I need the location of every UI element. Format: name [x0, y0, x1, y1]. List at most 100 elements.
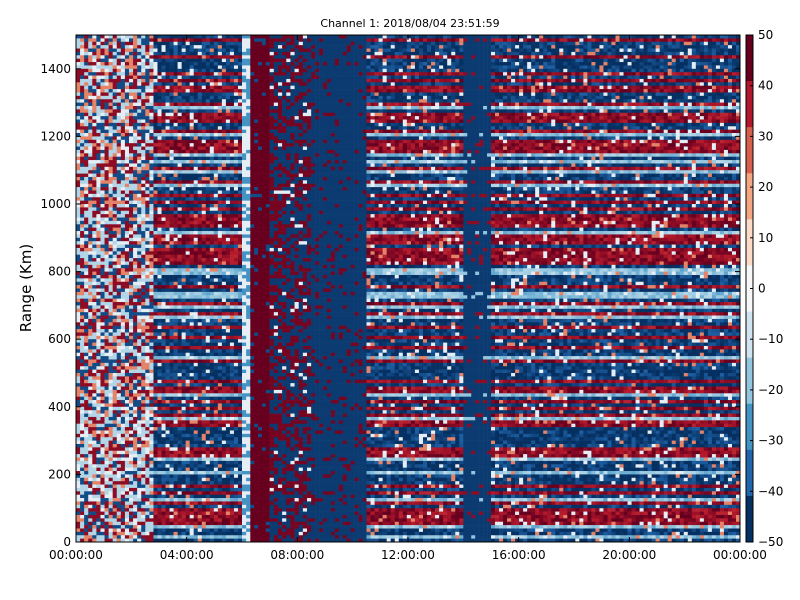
heatmap-cell: [137, 414, 141, 418]
heatmap-cell: [174, 140, 178, 144]
heatmap-cell: [121, 167, 125, 171]
heatmap-cell: [96, 299, 100, 303]
heatmap-cell: [76, 224, 80, 228]
heatmap-cell: [84, 251, 88, 255]
heatmap-cell: [105, 261, 109, 265]
heatmap-cell: [198, 525, 202, 529]
heatmap-cell: [88, 356, 92, 360]
heatmap-cell: [153, 410, 157, 414]
heatmap-cell: [145, 485, 149, 489]
heatmap-cell: [125, 150, 129, 154]
heatmap-cell: [109, 238, 113, 242]
heatmap-cell: [80, 444, 84, 448]
heatmap-cell: [194, 353, 198, 357]
heatmap-cell: [162, 505, 166, 509]
heatmap-cell: [141, 441, 145, 445]
heatmap-cell: [129, 251, 133, 255]
heatmap-cell: [162, 410, 166, 414]
heatmap-cell: [121, 417, 125, 421]
heatmap-cell: [129, 458, 133, 462]
heatmap-cell: [145, 336, 149, 340]
heatmap-cell: [206, 508, 210, 512]
heatmap-cell: [162, 255, 166, 259]
heatmap-cell: [121, 478, 125, 482]
heatmap-cell: [186, 204, 190, 208]
heatmap-cell: [80, 89, 84, 93]
heatmap-cell: [198, 451, 202, 455]
heatmap-cell: [149, 410, 153, 414]
heatmap-cell: [186, 505, 190, 509]
heatmap-cell: [88, 343, 92, 347]
heatmap-cell: [88, 393, 92, 397]
heatmap-cell: [113, 194, 117, 198]
heatmap-cell: [145, 113, 149, 117]
heatmap-cell: [88, 332, 92, 336]
heatmap-cell: [96, 55, 100, 59]
heatmap-cell: [202, 356, 206, 360]
heatmap-cell: [182, 143, 186, 147]
heatmap-cell: [166, 515, 170, 519]
heatmap-cell: [145, 59, 149, 63]
heatmap-cell: [153, 393, 157, 397]
heatmap-cell: [88, 441, 92, 445]
heatmap-cell: [198, 427, 202, 431]
heatmap-cell: [84, 508, 88, 512]
heatmap-cell: [125, 528, 129, 532]
heatmap-cell: [145, 82, 149, 86]
heatmap-cell: [190, 525, 194, 529]
heatmap-cell: [202, 332, 206, 336]
heatmap-cell: [149, 343, 153, 347]
heatmap-cell: [137, 468, 141, 472]
heatmap-cell: [76, 380, 80, 384]
heatmap-cell: [190, 508, 194, 512]
heatmap-cell: [166, 72, 170, 76]
heatmap-cell: [96, 289, 100, 293]
heatmap-cell: [84, 376, 88, 380]
heatmap-cell: [190, 109, 194, 113]
heatmap-cell: [145, 268, 149, 272]
heatmap-cell: [125, 309, 129, 313]
heatmap-cell: [170, 410, 174, 414]
heatmap-cell: [92, 72, 96, 76]
heatmap-cell: [149, 153, 153, 157]
heatmap-cell: [170, 126, 174, 130]
heatmap-cell: [137, 471, 141, 475]
heatmap-cell: [137, 491, 141, 495]
heatmap-cell: [182, 312, 186, 316]
heatmap-cell: [105, 238, 109, 242]
heatmap-cell: [153, 187, 157, 191]
heatmap-cell: [186, 410, 190, 414]
heatmap-cell: [117, 454, 121, 458]
heatmap-cell: [105, 532, 109, 536]
heatmap-cell: [92, 292, 96, 296]
heatmap-cell: [166, 495, 170, 499]
heatmap-cell: [100, 390, 104, 394]
heatmap-cell: [174, 393, 178, 397]
heatmap-cell: [198, 393, 202, 397]
heatmap-cell: [178, 289, 182, 293]
heatmap-cell: [100, 38, 104, 42]
heatmap-cell: [202, 295, 206, 299]
heatmap-cell: [170, 275, 174, 279]
heatmap-cell: [121, 163, 125, 167]
heatmap-cell: [198, 370, 202, 374]
heatmap-cell: [113, 366, 117, 370]
heatmap-cell: [133, 245, 137, 249]
heatmap-cell: [133, 393, 137, 397]
heatmap-cell: [100, 420, 104, 424]
heatmap-cell: [137, 461, 141, 465]
heatmap-cell: [182, 366, 186, 370]
heatmap-cell: [198, 133, 202, 137]
heatmap-cell: [153, 177, 157, 181]
heatmap-cell: [182, 221, 186, 225]
heatmap-cell: [88, 86, 92, 90]
heatmap-cell: [153, 441, 157, 445]
heatmap-cell: [100, 346, 104, 350]
heatmap-cell: [153, 363, 157, 367]
heatmap-cell: [121, 532, 125, 536]
heatmap-cell: [84, 170, 88, 174]
heatmap-cell: [125, 305, 129, 309]
heatmap-cell: [125, 194, 129, 198]
heatmap-cell: [113, 441, 117, 445]
heatmap-cell: [121, 424, 125, 428]
